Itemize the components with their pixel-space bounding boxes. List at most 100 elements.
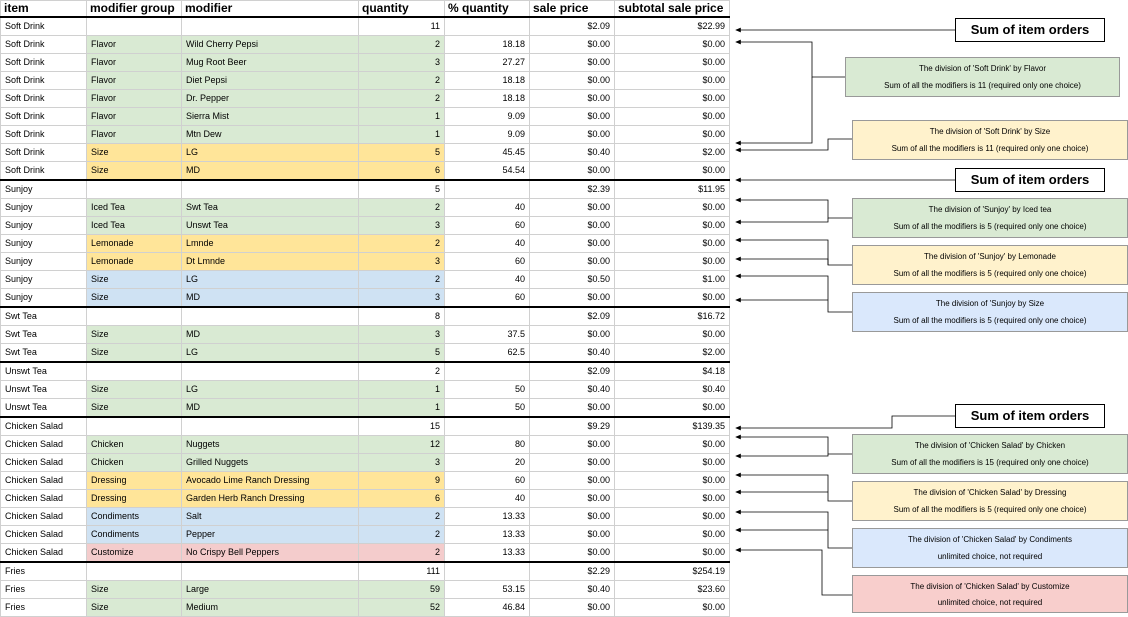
cell-subtotal[interactable]: $0.00 xyxy=(614,325,730,344)
column-header-quantity[interactable]: quantity xyxy=(358,0,445,18)
cell-modifier-group[interactable]: Size xyxy=(86,161,182,181)
modifier-row[interactable]: Soft Drink Flavor Diet Pepsi 2 18.18 $0.00 $0.… xyxy=(0,71,730,90)
cell-modifier-group[interactable]: Size xyxy=(86,270,182,289)
cell-pct-quantity[interactable]: 45.45 xyxy=(444,143,530,162)
cell-modifier-group[interactable]: Condiments xyxy=(86,525,182,544)
cell-modifier[interactable]: MD xyxy=(181,288,359,308)
cell-modifier[interactable]: LG xyxy=(181,143,359,162)
modifier-row[interactable]: Chicken Salad Dressing Garden Herb Ranch D… xyxy=(0,489,730,508)
cell-modifier-group[interactable]: Customize xyxy=(86,543,182,563)
cell-sale-price[interactable]: $0.40 xyxy=(529,380,615,399)
cell-quantity[interactable]: 2 xyxy=(358,270,445,289)
cell-quantity[interactable]: 2 xyxy=(358,89,445,108)
modifier-row[interactable]: Soft Drink Flavor Mtn Dew 1 9.09 $0.00 $0.00 xyxy=(0,125,730,144)
cell-subtotal[interactable]: $0.40 xyxy=(614,380,730,399)
cell-modifier-group[interactable]: Dressing xyxy=(86,489,182,508)
cell-modifier-group[interactable]: Size xyxy=(86,288,182,308)
column-header-subtotal[interactable]: subtotal sale price xyxy=(614,0,730,18)
modifier-row[interactable]: Swt Tea Size LG 5 62.5 $0.40 $2.00 xyxy=(0,343,730,363)
modifier-row[interactable]: Chicken Salad Dressing Avocado Lime Ranch … xyxy=(0,471,730,490)
cell-modifier-group[interactable]: Iced Tea xyxy=(86,198,182,217)
cell-sale-price[interactable]: $0.50 xyxy=(529,270,615,289)
cell-modifier-group[interactable]: Condiments xyxy=(86,507,182,526)
modifier-row[interactable]: Chicken Salad Customize No Crispy Bell Pep… xyxy=(0,543,730,563)
cell-modifier-group[interactable]: Flavor xyxy=(86,53,182,72)
column-header-modifier[interactable]: modifier xyxy=(181,0,359,18)
cell-quantity[interactable]: 2 xyxy=(358,507,445,526)
annotation-detail: Sum of all the modifiers is 5 (required … xyxy=(893,269,1087,278)
cell-modifier[interactable]: LG xyxy=(181,380,359,399)
cell-modifier-group[interactable]: Chicken xyxy=(86,453,182,472)
cell-modifier[interactable]: Dt Lmnde xyxy=(181,252,359,271)
cell-sale-price[interactable]: $0.40 xyxy=(529,143,615,162)
cell-item[interactable]: Soft Drink xyxy=(0,143,87,162)
cell-item[interactable]: Swt Tea xyxy=(0,325,87,344)
modifier-row[interactable]: Soft Drink Flavor Wild Cherry Pepsi 2 18.18 $… xyxy=(0,35,730,54)
cell-modifier[interactable]: Avocado Lime Ranch Dressing xyxy=(181,471,359,490)
cell-modifier[interactable]: MD xyxy=(181,398,359,418)
modifier-row[interactable]: Unswt Tea Size LG 1 50 $0.40 $0.40 xyxy=(0,380,730,399)
cell-modifier[interactable]: Wild Cherry Pepsi xyxy=(181,35,359,54)
cell-quantity[interactable]: 3 xyxy=(358,252,445,271)
cell-modifier-group[interactable]: Size xyxy=(86,580,182,599)
cell-quantity[interactable]: 2 xyxy=(358,525,445,544)
cell-modifier-group[interactable]: Lemonade xyxy=(86,252,182,271)
modifier-row[interactable]: Chicken Salad Chicken Nuggets 12 80 $0.00 $0.0… xyxy=(0,435,730,454)
modifier-row[interactable]: Sunjoy Size LG 2 40 $0.50 $1.00 xyxy=(0,270,730,289)
item-row[interactable]: Chicken Salad 15 $9.29 $139.35 xyxy=(0,416,730,436)
modifier-row[interactable]: Swt Tea Size MD 3 37.5 $0.00 $0.00 xyxy=(0,325,730,344)
modifier-row[interactable]: Soft Drink Flavor Mug Root Beer 3 27.27 $0.00… xyxy=(0,53,730,72)
column-header-item[interactable]: item xyxy=(0,0,87,18)
cell-quantity[interactable]: 3 xyxy=(358,288,445,308)
cell-quantity[interactable]: 2 xyxy=(358,35,445,54)
cell-quantity[interactable]: 2 xyxy=(358,198,445,217)
column-header-sale-price[interactable]: sale price xyxy=(529,0,615,18)
cell-subtotal[interactable]: $0.00 xyxy=(614,35,730,54)
cell-modifier[interactable]: Pepper xyxy=(181,525,359,544)
modifier-row[interactable]: Sunjoy Lemonade Dt Lmnde 3 60 $0.00 $0.00 xyxy=(0,252,730,271)
cell-modifier[interactable]: Mtn Dew xyxy=(181,125,359,144)
modifier-row[interactable]: Chicken Salad Condiments Pepper 2 13.33 $0.00… xyxy=(0,525,730,544)
cell-quantity[interactable]: 5 xyxy=(358,343,445,363)
cell-modifier[interactable]: Mug Root Beer xyxy=(181,53,359,72)
cell-subtotal[interactable]: $2.00 xyxy=(614,143,730,162)
modifier-row[interactable]: Sunjoy Iced Tea Swt Tea 2 40 $0.00 $0.00 xyxy=(0,198,730,217)
item-row[interactable]: Sunjoy 5 $2.39 $11.95 xyxy=(0,179,730,199)
cell-modifier-group[interactable]: Chicken xyxy=(86,435,182,454)
cell-subtotal[interactable]: $1.00 xyxy=(614,270,730,289)
cell-modifier-group[interactable]: Flavor xyxy=(86,89,182,108)
item-row[interactable]: Soft Drink 11 $2.09 $22.99 xyxy=(0,16,730,36)
annotation-note: The division of 'Sunjoy' by Iced tea Sum … xyxy=(852,198,1128,238)
cell-modifier[interactable]: Nuggets xyxy=(181,435,359,454)
modifier-row[interactable]: Chicken Salad Condiments Salt 2 13.33 $0.00 $0… xyxy=(0,507,730,526)
cell-modifier-group[interactable]: Size xyxy=(86,380,182,399)
cell-modifier-group[interactable]: Size xyxy=(86,598,182,617)
cell-modifier[interactable]: No Crispy Bell Peppers xyxy=(181,543,359,563)
cell-quantity[interactable]: 1 xyxy=(358,125,445,144)
cell-modifier[interactable]: Salt xyxy=(181,507,359,526)
cell-quantity[interactable]: 1 xyxy=(358,398,445,418)
modifier-row[interactable]: Sunjoy Lemonade Lmnde 2 40 $0.00 $0.00 xyxy=(0,234,730,253)
cell-quantity[interactable]: 12 xyxy=(358,435,445,454)
cell-quantity[interactable]: 2 xyxy=(358,71,445,90)
cell-subtotal[interactable]: $0.00 xyxy=(614,525,730,544)
column-header-modifier-group[interactable]: modifier group xyxy=(86,0,182,18)
cell-modifier-group[interactable]: Lemonade xyxy=(86,234,182,253)
cell-quantity[interactable]: 2 xyxy=(358,234,445,253)
cell-quantity[interactable]: 3 xyxy=(358,216,445,235)
cell-quantity[interactable]: 2 xyxy=(358,543,445,563)
modifier-row[interactable]: Soft Drink Size LG 5 45.45 $0.40 $2.00 xyxy=(0,143,730,162)
modifier-row[interactable]: Sunjoy Size MD 3 60 $0.00 $0.00 xyxy=(0,288,730,308)
cell-pct-quantity[interactable]: 37.5 xyxy=(444,325,530,344)
item-row[interactable]: Fries 111 $2.29 $254.19 xyxy=(0,561,730,581)
cell-quantity[interactable]: 5 xyxy=(358,143,445,162)
cell-modifier[interactable]: Diet Pepsi xyxy=(181,71,359,90)
cell-modifier[interactable]: LG xyxy=(181,270,359,289)
cell-modifier[interactable]: MD xyxy=(181,325,359,344)
column-header-pct-quantity[interactable]: % quantity xyxy=(444,0,530,18)
cell-modifier-group[interactable]: Size xyxy=(86,325,182,344)
modifier-row[interactable]: Soft Drink Flavor Sierra Mist 1 9.09 $0.00 $0.… xyxy=(0,107,730,126)
cell-modifier[interactable]: Garden Herb Ranch Dressing xyxy=(181,489,359,508)
cell-modifier-group[interactable]: Dressing xyxy=(86,471,182,490)
cell-quantity[interactable]: 3 xyxy=(358,325,445,344)
